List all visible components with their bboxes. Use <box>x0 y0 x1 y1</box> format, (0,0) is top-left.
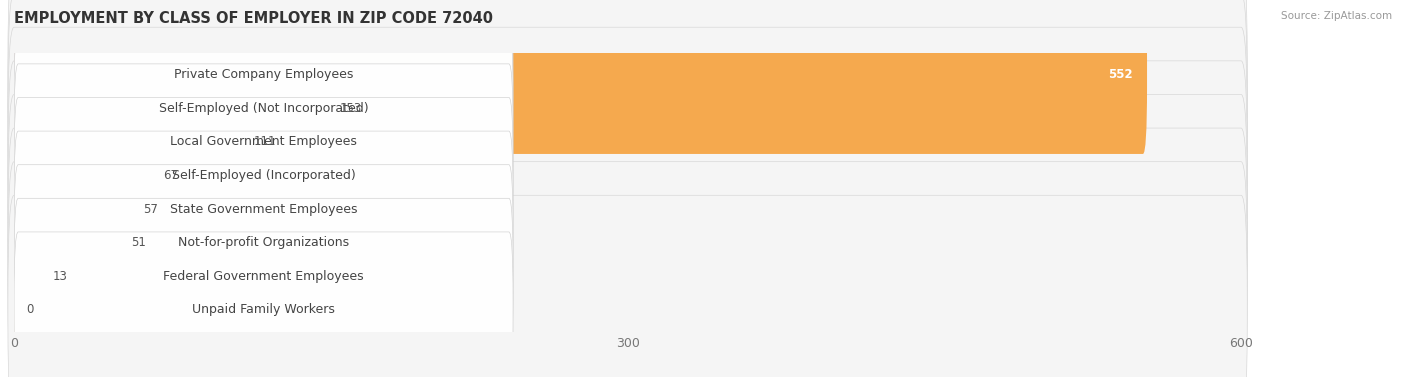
Text: 552: 552 <box>1108 68 1133 81</box>
Text: State Government Employees: State Government Employees <box>170 202 357 216</box>
Text: Source: ZipAtlas.com: Source: ZipAtlas.com <box>1281 11 1392 21</box>
FancyBboxPatch shape <box>8 162 1247 377</box>
FancyBboxPatch shape <box>8 128 1247 357</box>
Text: Local Government Employees: Local Government Employees <box>170 135 357 149</box>
Text: 153: 153 <box>339 102 361 115</box>
FancyBboxPatch shape <box>14 198 513 354</box>
FancyBboxPatch shape <box>14 0 513 153</box>
Text: EMPLOYMENT BY CLASS OF EMPLOYER IN ZIP CODE 72040: EMPLOYMENT BY CLASS OF EMPLOYER IN ZIP C… <box>14 11 494 26</box>
Text: 51: 51 <box>131 236 145 249</box>
Text: 111: 111 <box>253 135 276 149</box>
FancyBboxPatch shape <box>14 232 513 377</box>
FancyBboxPatch shape <box>10 130 135 288</box>
FancyBboxPatch shape <box>14 131 513 287</box>
Text: 67: 67 <box>163 169 179 182</box>
FancyBboxPatch shape <box>8 27 1247 256</box>
Text: Unpaid Family Workers: Unpaid Family Workers <box>193 303 335 316</box>
FancyBboxPatch shape <box>10 0 1147 154</box>
Text: 57: 57 <box>143 202 157 216</box>
Text: 0: 0 <box>27 303 34 316</box>
FancyBboxPatch shape <box>10 231 22 377</box>
FancyBboxPatch shape <box>14 98 513 253</box>
FancyBboxPatch shape <box>14 30 513 186</box>
FancyBboxPatch shape <box>8 0 1247 189</box>
Text: Not-for-profit Organizations: Not-for-profit Organizations <box>179 236 349 249</box>
Text: Self-Employed (Incorporated): Self-Employed (Incorporated) <box>172 169 356 182</box>
FancyBboxPatch shape <box>8 61 1247 290</box>
FancyBboxPatch shape <box>10 163 122 322</box>
FancyBboxPatch shape <box>10 63 245 221</box>
FancyBboxPatch shape <box>8 195 1247 377</box>
FancyBboxPatch shape <box>14 165 513 321</box>
FancyBboxPatch shape <box>10 197 45 356</box>
FancyBboxPatch shape <box>10 96 155 255</box>
Text: Private Company Employees: Private Company Employees <box>174 68 353 81</box>
FancyBboxPatch shape <box>14 64 513 220</box>
FancyBboxPatch shape <box>10 29 330 188</box>
Text: 13: 13 <box>53 270 67 283</box>
Text: Self-Employed (Not Incorporated): Self-Employed (Not Incorporated) <box>159 102 368 115</box>
FancyBboxPatch shape <box>8 0 1247 223</box>
Text: Federal Government Employees: Federal Government Employees <box>163 270 364 283</box>
FancyBboxPatch shape <box>8 95 1247 324</box>
